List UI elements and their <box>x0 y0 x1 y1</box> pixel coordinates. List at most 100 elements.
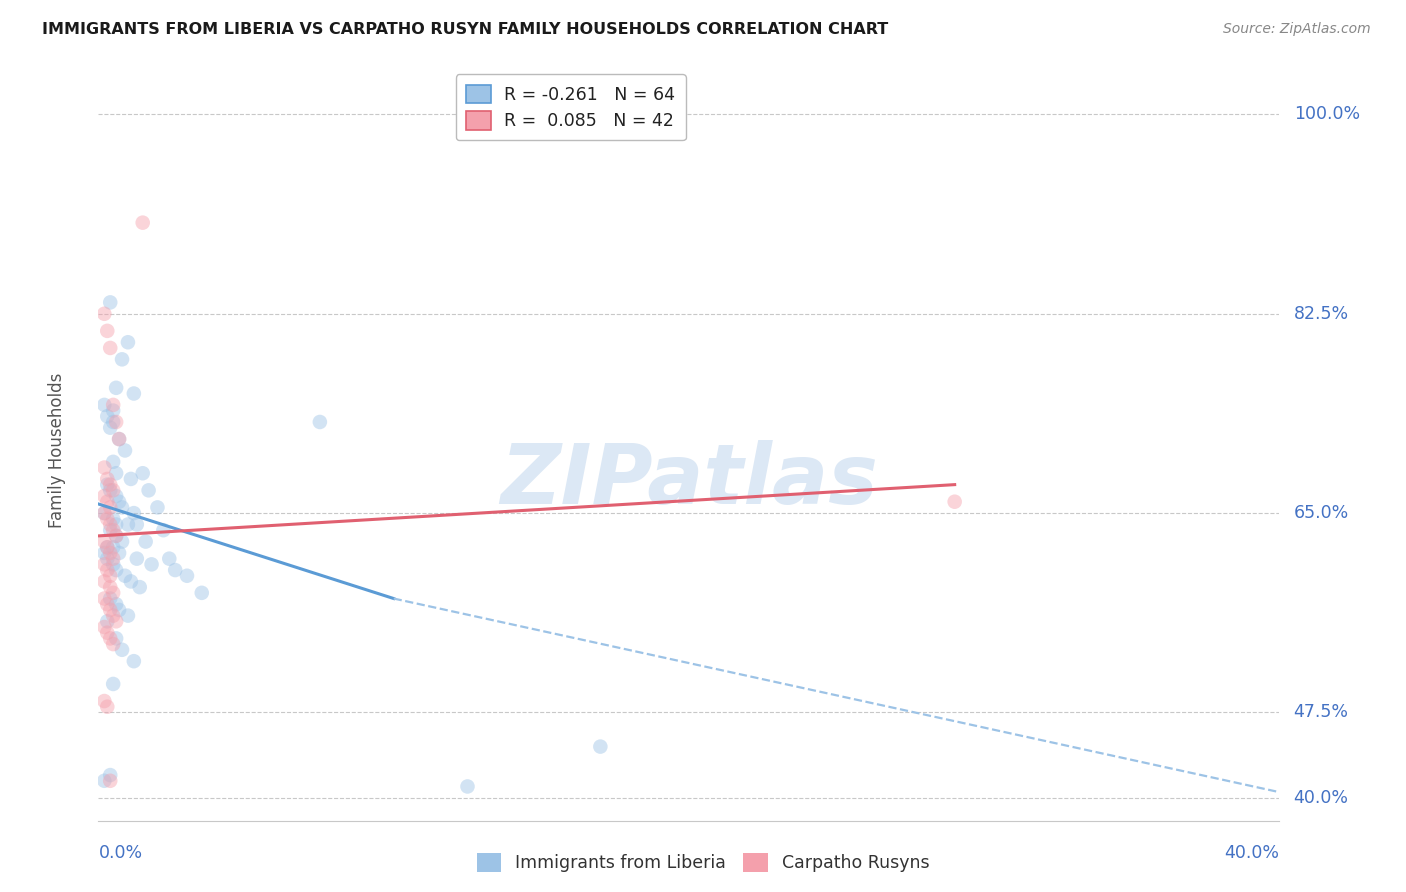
Text: 40.0%: 40.0% <box>1294 789 1348 807</box>
Point <box>105 597 128 611</box>
Point <box>96 494 118 508</box>
Point <box>457 780 479 794</box>
Point <box>103 608 125 623</box>
Point <box>96 409 118 424</box>
Point <box>111 534 134 549</box>
Point <box>103 637 125 651</box>
Point <box>96 551 118 566</box>
Point <box>93 591 115 606</box>
Point <box>111 352 134 367</box>
Point <box>96 541 118 555</box>
Point <box>93 534 115 549</box>
Point <box>98 420 121 434</box>
Point <box>105 615 128 629</box>
Point <box>93 773 115 788</box>
Text: 40.0%: 40.0% <box>1225 845 1279 863</box>
Point <box>103 541 125 555</box>
Point <box>122 506 145 520</box>
Point <box>141 558 163 572</box>
Text: Family Households: Family Households <box>48 373 66 528</box>
Text: IMMIGRANTS FROM LIBERIA VS CARPATHO RUSYN FAMILY HOUSEHOLDS CORRELATION CHART: IMMIGRANTS FROM LIBERIA VS CARPATHO RUSY… <box>42 22 889 37</box>
Point <box>96 324 118 338</box>
Point <box>103 558 125 572</box>
Point <box>98 341 121 355</box>
Point <box>114 443 136 458</box>
Point <box>96 563 118 577</box>
Point <box>103 403 125 417</box>
Point <box>125 517 148 532</box>
Point <box>103 398 125 412</box>
Point <box>93 307 115 321</box>
Text: 82.5%: 82.5% <box>1294 305 1348 323</box>
Point <box>111 500 134 515</box>
Point <box>105 529 128 543</box>
Point <box>105 632 128 646</box>
Point <box>309 415 332 429</box>
Point <box>93 489 115 503</box>
Point <box>96 512 118 526</box>
Point <box>108 546 131 560</box>
Point <box>114 568 136 582</box>
Point <box>103 586 125 600</box>
Text: ZIPatlas: ZIPatlas <box>501 440 877 521</box>
Point <box>122 654 145 668</box>
Point <box>132 467 155 481</box>
Point <box>128 580 150 594</box>
Point <box>191 586 214 600</box>
Point <box>103 455 125 469</box>
Point <box>98 768 121 782</box>
Point <box>93 398 115 412</box>
Point <box>93 506 115 520</box>
Point <box>96 699 118 714</box>
Point <box>98 483 121 498</box>
Point <box>105 529 128 543</box>
Point <box>98 603 121 617</box>
Point <box>165 563 187 577</box>
Point <box>96 477 118 491</box>
Point <box>103 512 125 526</box>
Point <box>98 773 121 788</box>
Point <box>98 591 121 606</box>
Point <box>943 494 966 508</box>
Point <box>105 467 128 481</box>
Point <box>98 632 121 646</box>
Point <box>176 568 198 582</box>
Point <box>98 580 121 594</box>
Point <box>98 517 121 532</box>
Point <box>93 620 115 634</box>
Point <box>96 597 118 611</box>
Point <box>93 558 115 572</box>
Legend: Immigrants from Liberia, Carpatho Rusyns: Immigrants from Liberia, Carpatho Rusyns <box>470 846 936 879</box>
Point <box>93 694 115 708</box>
Point <box>146 500 169 515</box>
Text: 100.0%: 100.0% <box>1294 105 1360 123</box>
Legend: R = -0.261   N = 64, R =  0.085   N = 42: R = -0.261 N = 64, R = 0.085 N = 42 <box>456 74 686 140</box>
Point <box>117 335 139 350</box>
Point <box>103 483 125 498</box>
Point <box>138 483 160 498</box>
Point <box>108 494 131 508</box>
Point <box>108 603 131 617</box>
Point <box>105 381 128 395</box>
Text: 47.5%: 47.5% <box>1294 704 1348 722</box>
Point <box>152 523 174 537</box>
Point <box>108 432 131 446</box>
Text: 0.0%: 0.0% <box>98 845 142 863</box>
Point <box>98 546 121 560</box>
Point <box>96 472 118 486</box>
Point <box>105 517 128 532</box>
Point <box>111 642 134 657</box>
Point <box>117 608 139 623</box>
Point <box>103 677 125 691</box>
Point <box>98 523 121 537</box>
Text: 65.0%: 65.0% <box>1294 504 1348 522</box>
Point <box>98 568 121 582</box>
Point <box>132 216 155 230</box>
Point <box>103 415 125 429</box>
Point <box>96 541 118 555</box>
Point <box>135 534 157 549</box>
Point <box>98 295 121 310</box>
Point <box>122 386 145 401</box>
Point <box>105 563 128 577</box>
Point <box>589 739 612 754</box>
